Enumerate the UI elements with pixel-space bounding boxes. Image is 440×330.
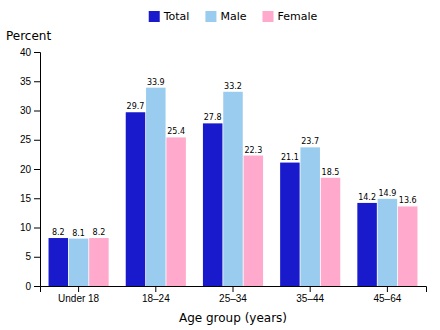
tick: 15: [20, 193, 40, 204]
tick: 5: [25, 251, 40, 262]
axis-line: [34, 53, 41, 287]
bar: [280, 163, 300, 286]
tick-mark: [78, 286, 79, 292]
data-label: 14.2: [358, 193, 376, 202]
tick-mark: [233, 286, 234, 292]
data-label: 14.9: [378, 189, 396, 198]
bar: [146, 88, 166, 286]
tick-mark: [34, 228, 40, 229]
tick-label: 0: [25, 281, 31, 292]
bar: [300, 147, 320, 286]
data-labels: 8.2 29.7 27.8 21.1 14.2 8.1 33.9 33.2 23.7 14.9 8.…: [52, 78, 417, 238]
tick: 20: [20, 164, 40, 175]
bar: [321, 178, 341, 286]
tick-label: 25: [20, 134, 32, 145]
tick-mark: [34, 111, 40, 112]
tick: Under 18: [58, 286, 100, 304]
data-label: 13.6: [399, 196, 417, 205]
bar: [166, 137, 186, 286]
tick-label: 15: [20, 193, 32, 204]
legend-swatch: [205, 11, 216, 22]
tick: 25: [20, 134, 40, 145]
bar: [49, 238, 69, 286]
chart: 0 5 10 15 20 25 30 35 40 Under 18 18–24 25–34 35–44 4…: [0, 0, 440, 330]
tick-label: 35–44: [296, 293, 324, 304]
bar: [89, 238, 109, 286]
bar: [244, 156, 264, 286]
tick: 0: [25, 281, 40, 292]
tick-label: 5: [25, 251, 31, 262]
data-label: 8.2: [93, 228, 106, 237]
tick: 25–34: [219, 286, 247, 304]
data-label: 27.8: [204, 113, 222, 122]
tick-mark: [155, 286, 156, 292]
y-axis: 0 5 10 15 20 25 30 35 40: [20, 47, 41, 292]
legend-item: Male: [205, 10, 246, 23]
data-label: 29.7: [127, 102, 145, 111]
legend-swatch: [149, 11, 160, 22]
bar: [378, 199, 398, 286]
legend-label: Total: [163, 10, 190, 23]
tick: 10: [20, 222, 40, 233]
tick-mark: [34, 257, 40, 258]
tick-mark: [34, 198, 40, 199]
plot: 0 5 10 15 20 25 30 35 40 Under 18 18–24 25–34 35–44 4…: [20, 47, 427, 304]
tick: 35–44: [296, 286, 324, 304]
bar: [203, 123, 223, 286]
bar: [398, 206, 418, 286]
tick-mark: [34, 169, 40, 170]
legend-label: Male: [220, 10, 246, 23]
legend-item: Total: [149, 10, 190, 23]
y-axis-label: Percent: [6, 29, 51, 43]
x-axis: Under 18 18–24 25–34 35–44 45–64: [41, 286, 427, 304]
tick: 40: [20, 47, 40, 58]
tick-label: 45–64: [373, 293, 401, 304]
data-label: 23.7: [301, 137, 319, 146]
tick-label: 10: [20, 222, 32, 233]
tick: 18–24: [142, 286, 170, 304]
legend-item: Female: [262, 10, 317, 23]
tick-label: 18–24: [142, 293, 170, 304]
bars: [49, 88, 418, 286]
tick-label: 25–34: [219, 293, 247, 304]
tick-mark: [310, 286, 311, 292]
legend-swatch: [262, 11, 273, 22]
tick: 45–64: [373, 286, 401, 304]
tick-label: 30: [20, 105, 32, 116]
tick: 30: [20, 105, 40, 116]
tick-mark: [34, 52, 40, 53]
bar: [69, 239, 89, 286]
tick-mark: [34, 140, 40, 141]
tick-label: Under 18: [58, 293, 100, 304]
tick: 35: [20, 76, 40, 87]
data-label: 18.5: [322, 168, 340, 177]
tick-label: 20: [20, 164, 32, 175]
bar: [126, 112, 146, 286]
tick-label: 35: [20, 76, 32, 87]
tick-label: 40: [20, 47, 32, 58]
axis-line: [41, 287, 427, 293]
data-label: 25.4: [167, 127, 185, 136]
data-label: 8.2: [52, 228, 65, 237]
x-axis-label: Age group (years): [179, 311, 287, 325]
data-label: 8.1: [72, 229, 85, 238]
bar: [357, 203, 377, 286]
data-label: 33.2: [224, 82, 242, 91]
legend: Total Male Female: [149, 10, 318, 23]
tick-mark: [387, 286, 388, 292]
bar: [223, 92, 243, 286]
tick-mark: [34, 286, 40, 287]
data-label: 21.1: [281, 153, 299, 162]
tick-mark: [34, 81, 40, 82]
data-label: 22.3: [244, 146, 262, 155]
data-label: 33.9: [147, 78, 165, 87]
legend-label: Female: [277, 10, 317, 23]
